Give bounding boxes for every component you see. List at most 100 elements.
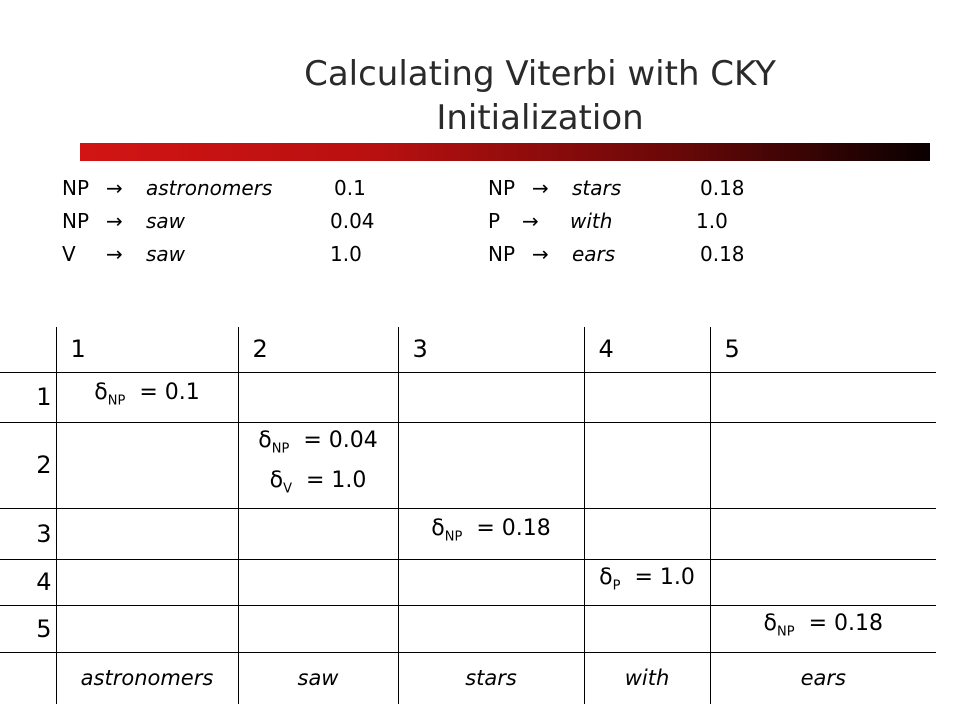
rule-word: stars <box>572 176 622 200</box>
chart-cell <box>397 422 584 509</box>
delta-nonterminal: NP <box>107 393 126 409</box>
arrow-icon: → <box>106 209 123 233</box>
chart-cell-r2c2: δNP = 0.04 δV = 1.0 <box>237 422 398 509</box>
rule-right-1: NP → stars 0.18 <box>488 174 788 202</box>
chart-cell <box>583 422 710 509</box>
delta-entry: δNP = 0.18 <box>711 608 937 648</box>
chart-cell <box>397 372 584 423</box>
delta-entry: δNP = 0.1 <box>57 377 238 417</box>
delta-nonterminal: P <box>612 578 621 594</box>
chart-cell <box>397 605 584 653</box>
slide-title: Calculating Viterbi with CKY Initializat… <box>140 52 940 140</box>
rule-word: ears <box>572 242 616 266</box>
rule-left-1: NP → astronomers 0.1 <box>62 174 392 202</box>
arrow-icon: → <box>532 242 549 266</box>
sentence-word: saw <box>237 652 398 704</box>
arrow-icon: → <box>106 176 123 200</box>
column-header: 4 <box>583 327 710 373</box>
delta-symbol: δ <box>94 379 108 405</box>
rule-prob: 0.1 <box>334 176 366 200</box>
table-row: 5 δNP = 0.18 <box>0 605 937 653</box>
rule-prob: 1.0 <box>330 242 362 266</box>
chart-cell <box>237 605 398 653</box>
column-header: 2 <box>237 327 398 373</box>
corner-cell <box>0 652 56 704</box>
table-word-row: astronomers saw stars with ears <box>0 652 936 704</box>
chart-cell <box>709 422 936 509</box>
chart-cell <box>55 508 238 560</box>
chart-cell <box>709 559 936 606</box>
row-label: 4 <box>0 559 56 606</box>
chart-cell-r4c4: δP = 1.0 <box>583 559 710 606</box>
delta-value: = 0.18 <box>808 611 883 637</box>
rule-lhs: P <box>488 209 501 233</box>
chart-cell <box>583 508 710 560</box>
rule-lhs: V <box>62 242 76 266</box>
chart-cell-r5c5: δNP = 0.18 <box>709 605 937 653</box>
rule-word: with <box>570 209 613 233</box>
rule-prob: 0.18 <box>700 242 745 266</box>
delta-symbol: δ <box>431 516 445 542</box>
chart-cell <box>709 508 936 560</box>
table-row: 2 δNP = 0.04 δV = 1.0 <box>0 422 936 509</box>
rule-right-2: P → with 1.0 <box>488 207 788 235</box>
table-row: 1 δNP = 0.1 <box>0 372 936 423</box>
rule-word: saw <box>146 242 186 266</box>
delta-entry: δV = 1.0 <box>239 465 398 505</box>
chart-cell <box>583 605 710 653</box>
delta-nonterminal: V <box>283 481 292 497</box>
delta-value: = 0.18 <box>476 516 551 542</box>
chart-cell <box>237 508 398 560</box>
chart-cell-r3c3: δNP = 0.18 <box>397 508 584 560</box>
column-header: 5 <box>709 327 936 373</box>
delta-symbol: δ <box>269 468 284 493</box>
rule-prob: 1.0 <box>696 209 728 233</box>
title-underline-bar <box>80 143 930 161</box>
rule-left-3: V → saw 1.0 <box>62 240 392 268</box>
slide-title-line2: Initialization <box>436 98 644 138</box>
column-header: 3 <box>397 327 584 373</box>
chart-cell <box>55 422 238 509</box>
chart-cell <box>55 559 238 606</box>
row-label: 3 <box>0 508 56 560</box>
rule-word: saw <box>146 209 186 233</box>
arrow-icon: → <box>522 209 539 233</box>
rule-lhs: NP <box>62 209 90 233</box>
rule-word: astronomers <box>146 176 273 200</box>
rule-lhs: NP <box>488 176 516 200</box>
rule-prob: 0.04 <box>330 209 375 233</box>
arrow-icon: → <box>532 176 549 200</box>
delta-entry: δP = 1.0 <box>585 562 710 602</box>
delta-value: = 0.04 <box>303 427 378 453</box>
table-header-row: 1 2 3 4 5 <box>0 327 936 373</box>
delta-nonterminal: NP <box>271 441 290 456</box>
column-header: 1 <box>55 327 238 373</box>
rule-right-3: NP → ears 0.18 <box>488 240 788 268</box>
rule-lhs: NP <box>488 242 516 266</box>
rule-prob: 0.18 <box>700 176 745 200</box>
row-label: 2 <box>0 422 56 509</box>
delta-value: = 0.1 <box>139 379 200 405</box>
delta-symbol: δ <box>599 564 613 590</box>
table-row: 3 δNP = 0.18 <box>0 508 936 560</box>
sentence-word: stars <box>397 652 584 704</box>
cky-chart-table: 1 2 3 4 5 1 δNP = 0.1 2 δNP = 0.04 δV = … <box>0 327 936 704</box>
chart-cell <box>237 559 398 606</box>
chart-cell <box>237 372 398 423</box>
slide-title-line1: Calculating Viterbi with CKY <box>304 54 776 94</box>
row-label: 5 <box>0 605 56 653</box>
sentence-word: ears <box>709 652 936 704</box>
delta-value: = 1.0 <box>305 468 367 493</box>
table-row: 4 δP = 1.0 <box>0 559 936 606</box>
corner-cell <box>0 327 56 373</box>
delta-symbol: δ <box>258 427 272 453</box>
chart-cell <box>55 605 238 653</box>
rule-lhs: NP <box>62 176 90 200</box>
arrow-icon: → <box>106 242 123 266</box>
chart-cell <box>583 372 710 423</box>
chart-cell <box>397 559 584 606</box>
delta-symbol: δ <box>763 611 777 637</box>
sentence-word: astronomers <box>55 652 238 704</box>
chart-cell <box>709 372 936 423</box>
delta-value: = 1.0 <box>634 564 695 590</box>
